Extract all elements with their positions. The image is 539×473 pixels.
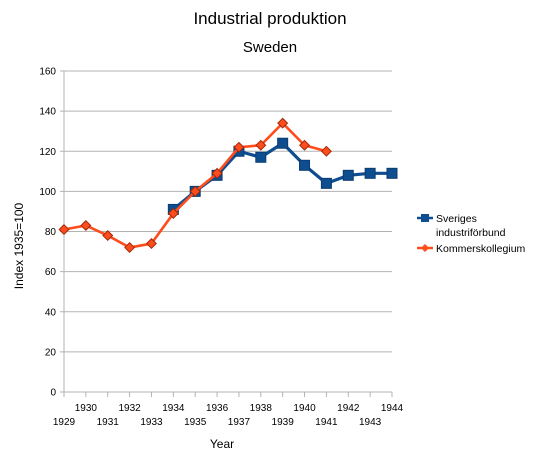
data-point [299,159,311,171]
data-point [167,207,179,219]
y-axis-label: Index 1935=100 [12,202,26,289]
y-tick-label: 120 [39,147,56,158]
data-point [342,169,354,181]
y-tick-label: 60 [45,267,57,278]
x-tick-label: 1934 [162,403,185,414]
x-axis-label: Year [210,437,234,451]
x-tick-label: 1944 [381,403,404,414]
series-1 [58,117,332,254]
data-point [277,117,289,129]
data-point [364,167,376,179]
data-point [124,242,136,254]
x-tick-label: 1931 [97,417,120,428]
y-tick-labels: 0 20 40 60 80 100 120 140 160 [39,67,56,399]
series-line [172,141,392,211]
x-tick-label: 1942 [337,403,360,414]
y-tick-label: 40 [45,307,57,318]
series-0 [167,137,398,215]
data-point [320,145,332,157]
data-series [58,117,398,254]
y-tick-label: 140 [39,107,56,118]
legend-item-1: Kommerskollegium [417,243,526,255]
x-tick-label: 1943 [359,417,382,428]
y-tick-label: 20 [45,347,57,358]
chart-title: Industrial produktion [193,9,346,28]
x-tick-label: 1929 [53,417,76,428]
legend: Sveriges industriförbund Kommerskollegium [417,213,526,255]
data-point [320,177,332,189]
data-point [277,137,289,149]
y-tick-label: 160 [39,67,56,78]
x-tick-label: 1935 [184,417,207,428]
data-point [255,139,267,151]
x-tick-label: 1938 [250,403,273,414]
y-tick-label: 80 [45,227,57,238]
x-tick-label: 1936 [206,403,229,414]
data-point [58,223,70,236]
legend-label: industriförbund [436,227,506,239]
legend-label: Kommerskollegium [436,243,526,255]
x-tick-label: 1933 [140,417,163,428]
gridlines [64,70,392,353]
y-tick-label: 100 [39,187,56,198]
data-point [386,167,398,179]
data-point [299,139,311,151]
data-point [233,141,245,153]
data-point [255,151,267,163]
data-point [102,230,114,242]
x-tick-label: 1941 [315,417,338,428]
data-point [80,219,92,231]
x-tick-label: 1937 [228,417,251,428]
y-tick-label: 0 [50,388,56,399]
legend-marker [421,214,429,222]
x-tick-label: 1930 [75,403,98,414]
legend-marker [421,244,429,252]
data-point [211,167,223,179]
data-point [189,185,201,197]
x-tick-labels: 1929 1930 1931 1932 1933 1934 1935 1936 1937 1938… [53,403,404,428]
x-tick-label: 1940 [293,403,316,414]
legend-label: Sveriges [436,213,477,225]
data-point [145,238,157,250]
legend-item-0: Sveriges industriförbund [417,213,506,239]
chart-subtitle: Sweden [243,39,297,56]
x-tick-label: 1939 [272,417,295,428]
x-tick-label: 1932 [118,403,141,414]
